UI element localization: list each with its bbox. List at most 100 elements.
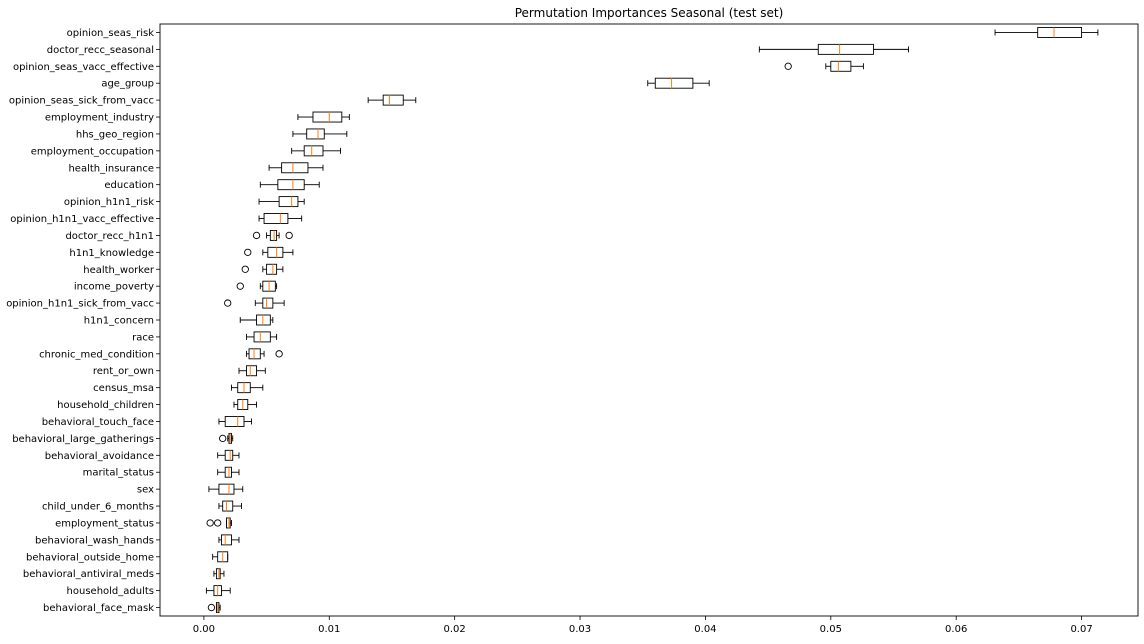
x-tick-label: 0.02 <box>444 624 466 635</box>
x-tick-label: 0.01 <box>318 624 340 635</box>
outlier-point <box>214 519 222 527</box>
outlier-point <box>285 231 293 240</box>
y-tick-label-rent_or_own: rent_or_own <box>93 366 154 377</box>
box-opinion_h1n1_sick_from_vacc <box>224 297 285 309</box>
box-iqr <box>263 213 289 224</box>
y-tick-label-household_children: household_children <box>57 400 154 411</box>
box-hhs_geo_region <box>292 128 348 140</box>
box-h1n1_concern <box>239 314 274 326</box>
y-tick-label-behavioral_wash_hands: behavioral_wash_hands <box>35 535 154 546</box>
box-age_group <box>647 77 710 89</box>
box-iqr <box>224 449 234 461</box>
box-behavioral_avoidance <box>217 449 240 461</box>
x-tick-label: 0.04 <box>694 624 716 635</box>
x-tick-label: 0.05 <box>820 624 842 635</box>
x-tick-label: 0.07 <box>1070 624 1092 635</box>
box-behavioral_touch_face <box>218 416 252 427</box>
box-iqr <box>253 331 271 343</box>
box-census_msa <box>231 382 264 394</box>
y-tick-label-employment_status: employment_status <box>55 518 154 529</box>
box-iqr <box>382 94 404 106</box>
y-tick-label-hhs_geo_region: hhs_geo_region <box>76 129 154 140</box>
y-tick-label-behavioral_face_mask: behavioral_face_mask <box>43 603 154 614</box>
box-opinion_seas_vacc_effective <box>784 60 864 72</box>
y-tick-label-household_adults: household_adults <box>67 586 154 597</box>
box-iqr <box>215 568 221 580</box>
box-iqr <box>306 128 325 140</box>
marks-layer <box>205 27 1099 613</box>
box-household_children <box>233 399 257 411</box>
box-iqr <box>267 246 284 258</box>
y-tick-label-child_under_6_months: child_under_6_months <box>42 502 154 513</box>
box-iqr <box>312 111 343 123</box>
box-behavioral_large_gatherings <box>219 432 234 444</box>
y-tick-label-race: race <box>132 332 154 343</box>
outlier-point <box>224 299 232 307</box>
y-tick-label-behavioral_touch_face: behavioral_touch_face <box>42 417 154 428</box>
y-tick-label-opinion_seas_sick_from_vacc: opinion_seas_sick_from_vacc <box>9 96 154 107</box>
box-iqr <box>220 534 232 546</box>
box-education <box>259 179 320 191</box>
box-iqr <box>218 483 235 495</box>
box-h1n1_knowledge <box>244 246 294 258</box>
y-tick-label-census_msa: census_msa <box>93 383 154 394</box>
outlier-point <box>236 282 244 290</box>
box-opinion_seas_risk <box>994 27 1099 38</box>
y-tick-label-marital_status: marital_status <box>83 468 154 479</box>
y-tick-label-opinion_h1n1_risk: opinion_h1n1_risk <box>64 197 154 208</box>
y-tick-label-sex: sex <box>137 485 154 496</box>
y-tick-label-health_insurance: health_insurance <box>68 163 154 174</box>
y-tick-label-behavioral_avoidance: behavioral_avoidance <box>45 451 154 462</box>
box-iqr <box>266 263 278 275</box>
box-opinion_h1n1_vacc_effective <box>258 213 303 224</box>
y-tick-label-education: education <box>104 180 154 191</box>
outlier-point <box>207 603 216 612</box>
box-employment_status <box>206 517 232 529</box>
box-behavioral_antiviral_meds <box>213 568 225 580</box>
y-tick-label-behavioral_large_gatherings: behavioral_large_gatherings <box>12 434 154 445</box>
box-iqr <box>226 517 231 529</box>
box-iqr <box>224 466 232 478</box>
outlier-point <box>244 248 252 256</box>
y-tick-label-opinion_h1n1_sick_from_vacc: opinion_h1n1_sick_from_vacc <box>6 299 154 310</box>
box-health_insurance <box>268 162 324 174</box>
box-iqr <box>281 162 309 174</box>
box-iqr <box>262 297 274 309</box>
box-behavioral_face_mask <box>207 602 221 613</box>
y-tick-label-opinion_h1n1_vacc_effective: opinion_h1n1_vacc_effective <box>10 214 154 225</box>
box-behavioral_wash_hands <box>218 534 240 546</box>
box-iqr <box>817 43 874 55</box>
box-doctor_recc_h1n1 <box>252 229 293 241</box>
box-iqr <box>277 179 305 191</box>
outlier-point <box>275 350 283 358</box>
box-rent_or_own <box>238 365 266 377</box>
box-employment_occupation <box>291 145 342 157</box>
box-child_under_6_months <box>218 500 242 512</box>
box-employment_industry <box>297 111 350 123</box>
box-opinion_seas_sick_from_vacc <box>367 94 417 106</box>
y-tick-label-opinion_seas_vacc_effective: opinion_seas_vacc_effective <box>13 62 154 73</box>
y-tick-label-health_worker: health_worker <box>83 265 155 276</box>
box-iqr <box>246 365 257 377</box>
outlier-point <box>206 519 214 527</box>
box-iqr <box>248 348 261 360</box>
y-tick-label-behavioral_antiviral_meds: behavioral_antiviral_meds <box>23 569 154 580</box>
y-tick-label-chronic_med_condition: chronic_med_condition <box>39 349 154 360</box>
y-tick-label-h1n1_concern: h1n1_concern <box>84 316 154 327</box>
box-behavioral_outside_home <box>212 551 229 563</box>
box-sex <box>208 483 244 495</box>
box-race <box>246 331 278 343</box>
x-axis: 0.00 0.01 0.02 0.03 0.04 0.05 0.06 0.07 <box>193 616 1093 635</box>
box-iqr <box>278 196 299 208</box>
y-tick-label-age_group: age_group <box>101 79 154 90</box>
y-tick-label-doctor_recc_seasonal: doctor_recc_seasonal <box>47 45 154 56</box>
y-tick-label-behavioral_outside_home: behavioral_outside_home <box>26 552 154 563</box>
box-opinion_h1n1_risk <box>258 196 305 208</box>
y-tick-label-employment_industry: employment_industry <box>45 113 154 124</box>
outlier-point <box>241 265 249 273</box>
y-tick-label-opinion_seas_risk: opinion_seas_risk <box>67 28 155 39</box>
box-iqr <box>256 314 271 326</box>
outlier-point <box>219 434 227 443</box>
